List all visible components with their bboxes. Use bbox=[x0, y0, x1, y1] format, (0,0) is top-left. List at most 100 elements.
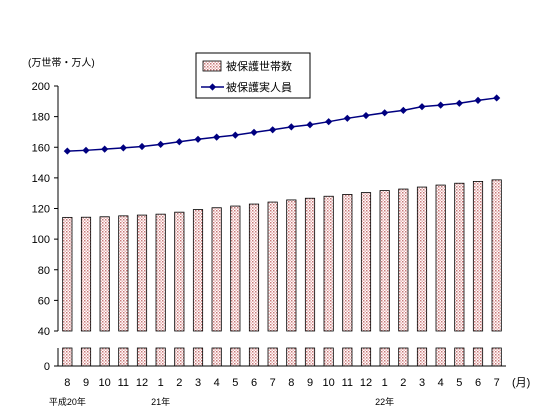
line-point bbox=[343, 114, 351, 122]
y-unit-label: (万世帯・万人) bbox=[28, 56, 95, 69]
x-tick-label: 1 bbox=[382, 377, 388, 389]
bar-stub bbox=[323, 347, 334, 367]
line-point bbox=[157, 140, 165, 148]
line-layer bbox=[63, 94, 501, 155]
y-tick-label: 140 bbox=[32, 173, 50, 185]
x-tick-label: 6 bbox=[475, 377, 481, 389]
x-tick-label: 3 bbox=[195, 377, 201, 389]
bar bbox=[342, 194, 353, 332]
x-tick-label: 11 bbox=[342, 377, 353, 389]
bar bbox=[248, 203, 260, 332]
line-point bbox=[175, 138, 183, 146]
bar bbox=[267, 201, 278, 332]
line-point bbox=[138, 142, 146, 151]
line-point bbox=[269, 126, 277, 134]
x-tick-label: 7 bbox=[270, 377, 276, 389]
bar bbox=[435, 184, 446, 332]
era-label: 22年 bbox=[375, 396, 394, 407]
bar bbox=[118, 215, 129, 332]
bar bbox=[230, 205, 241, 332]
y-tick-label: 180 bbox=[32, 112, 50, 124]
legend-label-persons: 被保護実人員 bbox=[226, 80, 292, 94]
x-tick-label: 11 bbox=[118, 377, 129, 389]
x-tick-label: 1 bbox=[158, 377, 164, 389]
bar-stub bbox=[435, 347, 446, 367]
bar-stub bbox=[192, 347, 204, 367]
bar-stub bbox=[118, 347, 129, 367]
bar-stub bbox=[286, 347, 297, 367]
line-point bbox=[437, 101, 445, 109]
y-tick-label: 40 bbox=[38, 326, 50, 338]
line-point bbox=[101, 145, 109, 153]
x-tick-label: 12 bbox=[136, 377, 148, 389]
legend-swatch-bar bbox=[202, 60, 222, 72]
line-point bbox=[119, 144, 127, 152]
line-point bbox=[287, 123, 295, 131]
line-point bbox=[474, 96, 482, 104]
bar-stub bbox=[379, 347, 390, 367]
bar-stub bbox=[248, 347, 260, 367]
line-series-path bbox=[67, 97, 497, 152]
bar bbox=[491, 179, 502, 332]
x-tick-label: 10 bbox=[323, 377, 335, 389]
line-point bbox=[63, 147, 71, 155]
line-point bbox=[213, 133, 221, 141]
line-point bbox=[231, 131, 239, 139]
x-tick-label: 3 bbox=[419, 377, 425, 389]
x-tick-label: 4 bbox=[214, 377, 220, 389]
line-point bbox=[250, 128, 258, 136]
bar-stub bbox=[80, 347, 92, 367]
x-tick-label: 4 bbox=[438, 377, 444, 389]
x-unit-label: (月) bbox=[512, 377, 530, 389]
line-point bbox=[194, 135, 202, 143]
x-tick-label: 9 bbox=[307, 377, 313, 389]
y-tick-label: 120 bbox=[32, 204, 50, 216]
bar bbox=[454, 182, 465, 332]
bar-stub bbox=[398, 347, 409, 367]
x-tick-label: 2 bbox=[176, 377, 182, 389]
x-tick-label: 7 bbox=[494, 377, 500, 389]
y-tick-label: 0 bbox=[44, 361, 50, 373]
bar-stub bbox=[491, 347, 502, 367]
legend-label-households: 被保護世帯数 bbox=[226, 59, 292, 73]
bar bbox=[62, 216, 73, 332]
bar-stub bbox=[62, 347, 73, 367]
bar-stub bbox=[304, 347, 316, 367]
line-point bbox=[325, 118, 333, 126]
bar bbox=[155, 213, 166, 332]
x-tick-label: 8 bbox=[288, 377, 294, 389]
bar-stub bbox=[99, 347, 110, 367]
bar-stub bbox=[342, 347, 353, 367]
bar bbox=[472, 180, 484, 332]
bar-stub bbox=[230, 347, 241, 367]
bar-stub bbox=[155, 347, 166, 367]
line-point bbox=[418, 103, 426, 111]
x-tick-label: 5 bbox=[232, 377, 238, 389]
bar bbox=[136, 214, 148, 332]
bar-stub bbox=[267, 347, 278, 367]
bar-stub bbox=[472, 347, 484, 367]
bar bbox=[211, 207, 222, 332]
y-tick-label: 80 bbox=[38, 265, 50, 277]
bar bbox=[398, 188, 409, 332]
bar bbox=[360, 192, 372, 332]
line-point bbox=[493, 94, 501, 102]
bar bbox=[286, 199, 297, 332]
line-point bbox=[399, 106, 407, 114]
bar bbox=[304, 197, 316, 332]
y-tick-label: 100 bbox=[32, 234, 50, 246]
bar bbox=[80, 216, 92, 332]
bar-stub bbox=[174, 347, 185, 367]
x-tick-label: 6 bbox=[251, 377, 257, 389]
y-tick-label: 160 bbox=[32, 142, 50, 154]
bar-stub bbox=[360, 347, 372, 367]
bar-stub bbox=[211, 347, 222, 367]
bar bbox=[174, 211, 185, 332]
era-label: 平成20年 bbox=[49, 396, 86, 407]
x-tick-label: 10 bbox=[99, 377, 111, 389]
bar bbox=[323, 195, 334, 332]
legend-swatch-marker bbox=[208, 83, 217, 91]
